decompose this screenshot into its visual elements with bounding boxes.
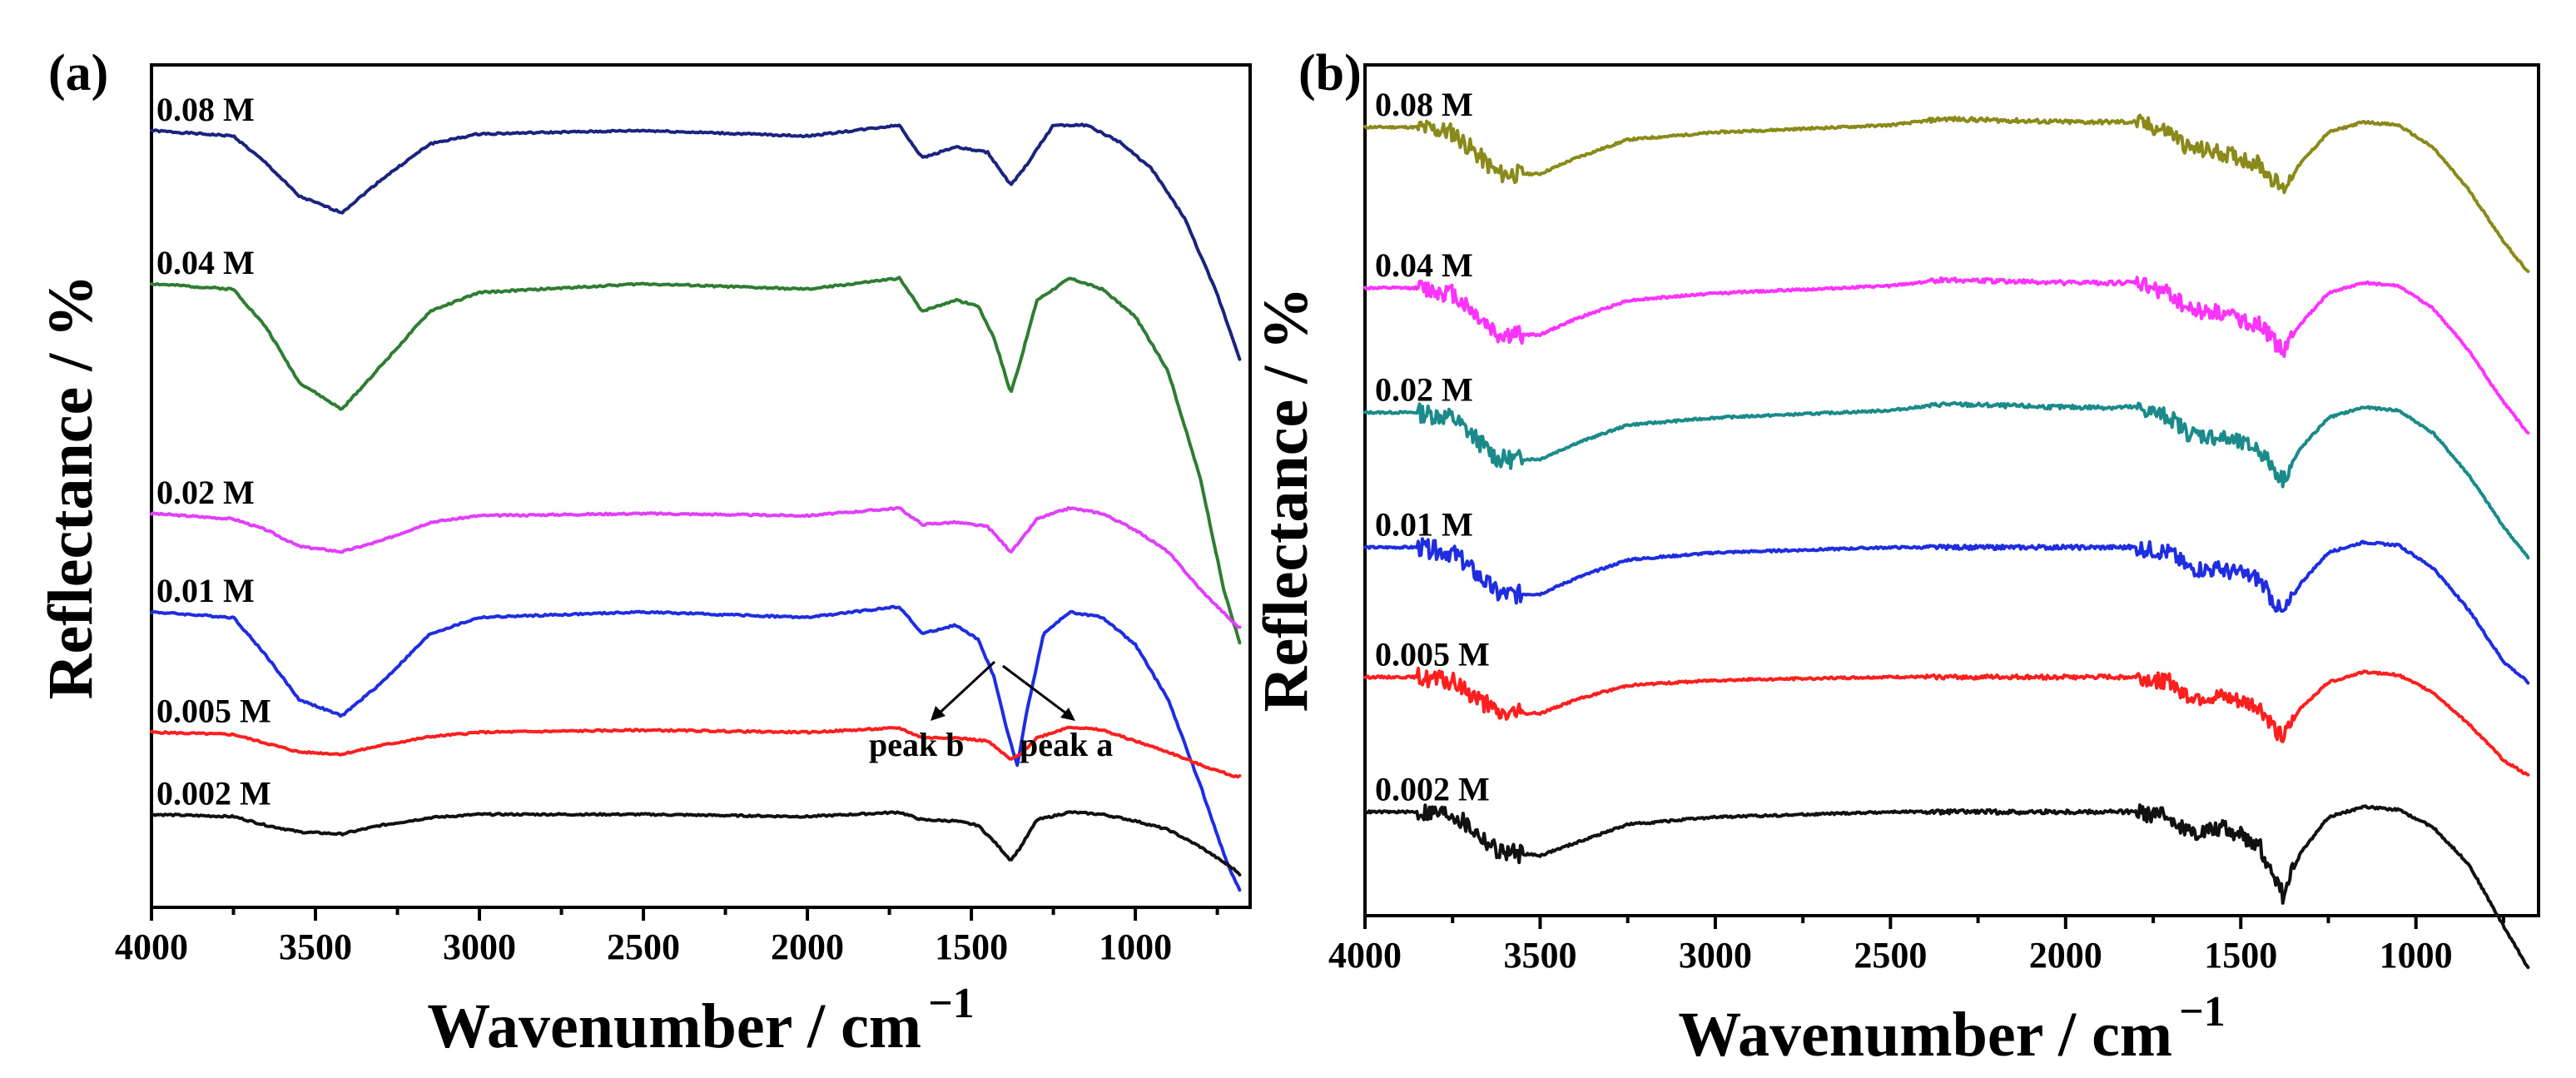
x-tick-label: 3500: [279, 926, 352, 967]
series-label: 0.01 M: [156, 572, 255, 609]
x-tick-label: 1500: [2204, 935, 2277, 976]
series-line: [1363, 803, 2530, 970]
panel-a-label: (a): [48, 45, 108, 102]
series-line: [1363, 113, 2530, 274]
series-line: [150, 810, 1242, 877]
peak-annotations: peak b peak a: [869, 660, 1113, 763]
series-line: [1363, 666, 2530, 777]
series-line: [150, 604, 1242, 892]
x-tick-label: 1000: [1099, 926, 1172, 967]
peak-b-arrow: [935, 660, 996, 718]
panel-b-series-labels: 0.08 M 0.04 M 0.02 M 0.01 M 0.005 M 0.002 M: [1375, 86, 1490, 808]
peak-b-label: peak b: [869, 726, 965, 763]
panel-a-xlabel-sup: −1: [928, 980, 975, 1027]
peak-b-arrowhead: [931, 706, 946, 721]
x-tick-label: 1500: [935, 926, 1008, 967]
series-label: 0.002 M: [156, 774, 271, 812]
panel-a: (a) Reflectance / % Wavenumber / cm −1 40…: [36, 45, 1252, 1061]
series-label: 0.08 M: [156, 91, 255, 128]
series-label: 0.01 M: [1375, 506, 1473, 544]
x-tick-label: 4000: [115, 926, 188, 967]
series-line: [150, 505, 1242, 629]
panel-b-xlabel-sup: −1: [2179, 988, 2226, 1036]
panel-b-x-ticks: 4000 3500 3000 2500 2000 1500 1000: [1328, 916, 2505, 976]
x-tick-label: 2000: [2029, 935, 2102, 976]
series-line: [1363, 400, 2530, 560]
peak-a-label: peak a: [1020, 726, 1113, 763]
x-tick-label: 3000: [443, 926, 516, 967]
series-label: 0.005 M: [156, 693, 271, 730]
panel-b-frame: [1363, 63, 2540, 917]
series-line: [150, 122, 1242, 361]
panel-a-xlabel: Wavenumber / cm −1: [427, 980, 975, 1061]
panel-a-ylabel: Reflectance / %: [36, 275, 106, 700]
panel-a-traces: [150, 122, 1242, 892]
panel-b-traces: [1363, 113, 2530, 970]
x-tick-label: 1000: [2380, 935, 2453, 976]
series-line: [150, 725, 1242, 779]
x-tick-label: 3500: [1503, 935, 1576, 976]
panel-b-ylabel: Reflectance / %: [1251, 287, 1321, 713]
x-tick-label: 4000: [1328, 935, 1402, 976]
x-tick-label: 2000: [771, 926, 844, 967]
panel-b-xlabel: Wavenumber / cm −1: [1678, 988, 2226, 1070]
series-label: 0.02 M: [156, 474, 255, 511]
series-label: 0.04 M: [156, 244, 255, 281]
panel-a-xlabel-text: Wavenumber / cm: [427, 991, 921, 1061]
series-label: 0.002 M: [1375, 770, 1490, 807]
panel-a-x-ticks: 4000 3500 3000 2500 2000 1500 1000: [115, 907, 1219, 967]
x-tick-label: 2500: [607, 926, 680, 967]
x-tick-label: 3000: [1679, 935, 1752, 976]
peak-a-arrowhead: [1060, 708, 1075, 721]
series-label: 0.02 M: [1375, 371, 1473, 409]
panel-b-label: (b): [1298, 45, 1362, 102]
series-label: 0.005 M: [1375, 635, 1490, 673]
panel-b-xlabel-text: Wavenumber / cm: [1678, 1000, 2172, 1070]
series-line: [1363, 537, 2530, 685]
series-line: [1363, 276, 2530, 435]
series-label: 0.08 M: [1375, 86, 1473, 123]
peak-a-arrow: [1002, 664, 1070, 718]
panel-a-frame: [150, 63, 1252, 909]
series-line: [150, 276, 1242, 645]
x-tick-label: 2500: [1854, 935, 1927, 976]
panel-b: (b) Reflectance / % Wavenumber / cm −1 40…: [1251, 45, 2540, 1070]
series-label: 0.04 M: [1375, 246, 1473, 284]
panel-a-series-labels: 0.08 M 0.04 M 0.02 M 0.01 M 0.005 M 0.002 M: [156, 91, 271, 812]
